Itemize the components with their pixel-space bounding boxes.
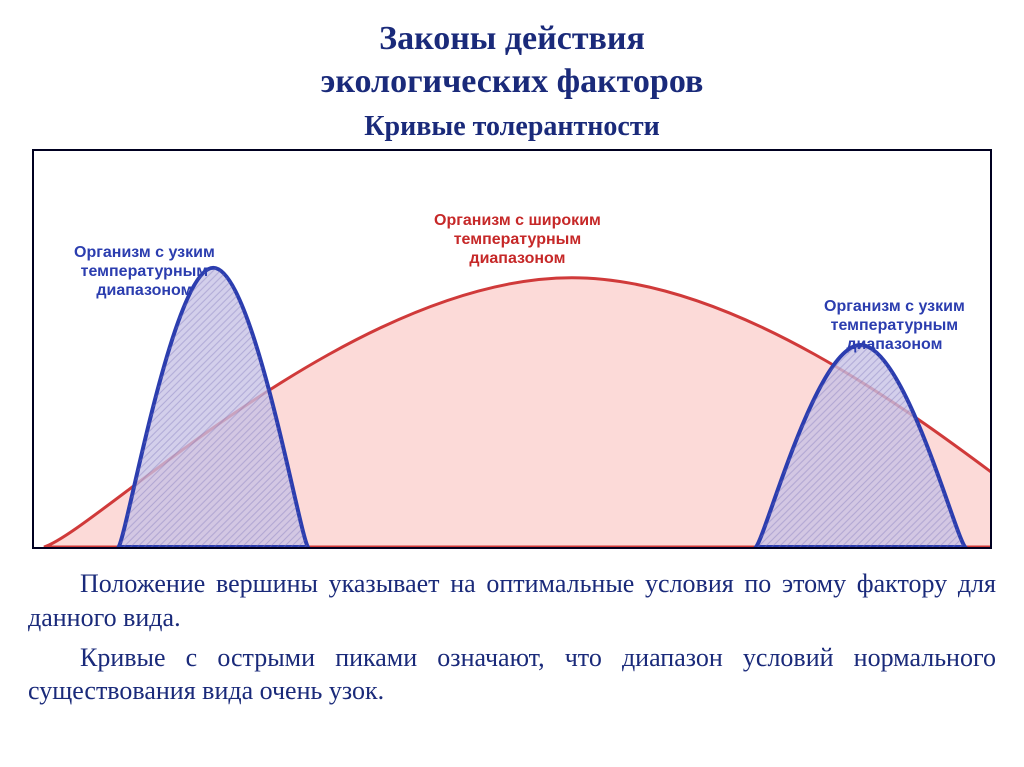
- title-line-2: экологических факторов: [321, 63, 704, 100]
- tolerance-chart: Организм с узким температурным диапазоно…: [32, 149, 992, 549]
- label-left-narrow: Организм с узким температурным диапазоно…: [74, 243, 215, 301]
- label-wide: Организм с широким температурным диапазо…: [434, 211, 601, 269]
- body-paragraph-1: Положение вершины указывает на оптимальн…: [28, 567, 996, 635]
- body-paragraph-2: Кривые с острыми пиками означают, что ди…: [28, 641, 996, 709]
- label-right-narrow: Организм с узким температурным диапазоно…: [824, 297, 965, 355]
- page-title: Законы действия экологических факторов: [28, 18, 996, 103]
- chart-subtitle: Кривые толерантности: [28, 111, 996, 143]
- title-line-1: Законы действия: [379, 20, 645, 57]
